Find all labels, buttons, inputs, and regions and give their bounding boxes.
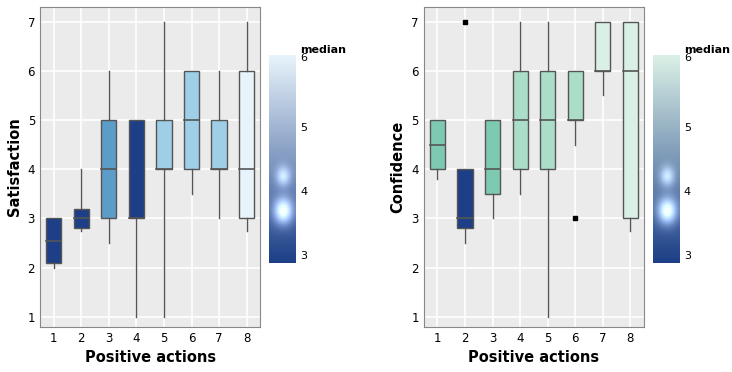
Bar [458,169,473,228]
Bar [157,120,171,169]
Text: 3: 3 [300,251,307,261]
Text: 3: 3 [684,251,691,261]
Bar [623,22,638,218]
Bar [512,71,528,169]
Bar [184,71,199,169]
Bar [595,22,610,71]
Y-axis label: Confidence: Confidence [391,121,406,213]
Y-axis label: Satisfaction: Satisfaction [7,118,22,216]
Bar [74,209,89,228]
Text: 5: 5 [684,124,691,134]
Bar [567,71,583,120]
Bar [101,120,116,218]
Text: 5: 5 [300,124,307,134]
X-axis label: Positive actions: Positive actions [468,350,600,365]
Text: median: median [300,45,346,55]
Bar [212,120,227,169]
Bar [430,120,445,169]
Bar [540,71,556,169]
Text: median: median [684,45,730,55]
Bar [46,218,61,263]
Bar [485,120,500,194]
Text: 4: 4 [300,187,307,198]
Text: 4: 4 [684,187,691,198]
Bar [129,120,144,218]
Text: 6: 6 [300,53,307,63]
Bar [239,71,254,218]
X-axis label: Positive actions: Positive actions [85,350,216,365]
Text: 6: 6 [684,53,691,63]
